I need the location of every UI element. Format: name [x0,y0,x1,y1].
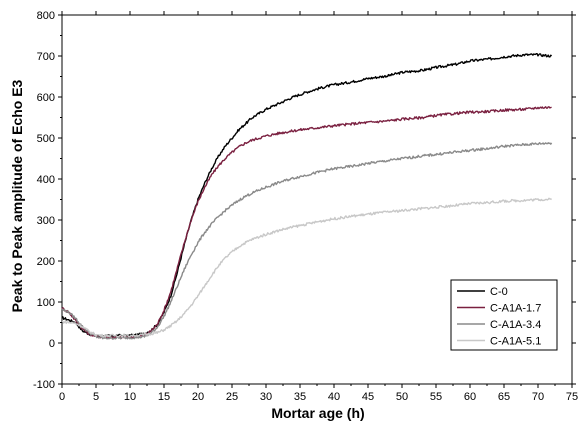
y-tick-label: 0 [49,338,55,350]
legend-label: C-A1A-5.1 [490,336,541,348]
x-tick-label: 75 [566,391,578,403]
x-tick-label: 50 [396,391,408,403]
series-line-4 [62,197,552,338]
x-tick-label: 60 [464,391,476,403]
y-tick-label: 800 [37,10,55,22]
legend-label: C-A1A-3.4 [490,319,541,331]
y-tick-label: -100 [33,379,55,391]
y-tick-label: 400 [37,174,55,186]
x-tick-label: 65 [498,391,510,403]
legend-label: C-0 [490,286,508,298]
y-axis-title: Peak to Peak amplitude of Echo E3 [9,79,25,312]
x-tick-label: 10 [124,391,136,403]
x-tick-label: 20 [192,391,204,403]
x-tick-label: 35 [294,391,306,403]
x-tick-label: 30 [260,391,272,403]
ticks: 0 5 10 15 20 25 30 35 40 45 50 55 60 65 70 75 -100 0 100 20… [33,10,578,403]
x-axis-title: Mortar age (h) [271,405,364,421]
x-tick-label: 5 [93,391,99,403]
y-tick-label: 300 [37,215,55,227]
x-tick-label: 40 [328,391,340,403]
legend: C-0 C-A1A-1.7 C-A1A-3.4 C-A1A-5.1 [450,279,558,351]
x-tick-label: 45 [362,391,374,403]
x-tick-label: 25 [226,391,238,403]
y-tick-label: 100 [37,297,55,309]
y-tick-label: 500 [37,133,55,145]
series-line-1 [61,53,553,338]
x-tick-label: 15 [158,391,170,403]
y-tick-label: 700 [37,51,55,63]
series-lines [61,53,553,340]
legend-label: C-A1A-1.7 [490,303,541,315]
y-tick-label: 200 [37,256,55,268]
series-line-3 [61,142,553,340]
x-tick-label: 0 [59,391,65,403]
x-tick-label: 55 [430,391,442,403]
y-tick-label: 600 [37,92,55,104]
x-tick-label: 70 [532,391,544,403]
